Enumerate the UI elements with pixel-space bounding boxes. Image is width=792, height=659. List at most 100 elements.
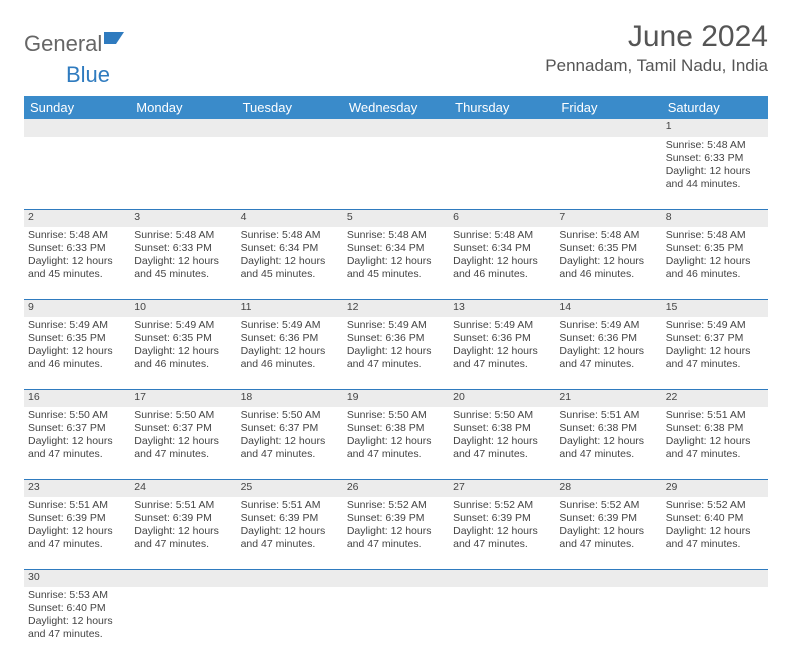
day-number: [130, 119, 236, 137]
day-number: 25: [237, 479, 343, 497]
title-block: June 2024 Pennadam, Tamil Nadu, India: [545, 20, 768, 76]
sunset-line: Sunset: 6:34 PM: [241, 242, 339, 255]
day-header-row: Sunday Monday Tuesday Wednesday Thursday…: [24, 96, 768, 119]
daylight-line: Daylight: 12 hours and 47 minutes.: [666, 525, 764, 551]
sunset-line: Sunset: 6:39 PM: [134, 512, 232, 525]
daylight-line: Daylight: 12 hours and 47 minutes.: [559, 525, 657, 551]
sunrise-line: Sunrise: 5:48 AM: [666, 139, 764, 152]
daylight-line: Daylight: 12 hours and 47 minutes.: [453, 345, 551, 371]
sunrise-line: Sunrise: 5:48 AM: [347, 229, 445, 242]
day-number: 1: [662, 119, 768, 137]
day-number: 20: [449, 389, 555, 407]
day-number: 2: [24, 209, 130, 227]
day-cell: Sunrise: 5:50 AMSunset: 6:37 PMDaylight:…: [130, 407, 236, 479]
day-cell: Sunrise: 5:52 AMSunset: 6:39 PMDaylight:…: [555, 497, 661, 569]
day-number: 29: [662, 479, 768, 497]
day-cell: Sunrise: 5:51 AMSunset: 6:39 PMDaylight:…: [130, 497, 236, 569]
sunrise-line: Sunrise: 5:52 AM: [347, 499, 445, 512]
sunset-line: Sunset: 6:34 PM: [347, 242, 445, 255]
location: Pennadam, Tamil Nadu, India: [545, 56, 768, 76]
sunrise-line: Sunrise: 5:51 AM: [134, 499, 232, 512]
brand-part1: General: [24, 31, 102, 57]
daylight-line: Daylight: 12 hours and 47 minutes.: [28, 615, 126, 641]
day-cell: Sunrise: 5:50 AMSunset: 6:37 PMDaylight:…: [237, 407, 343, 479]
day-cell: Sunrise: 5:50 AMSunset: 6:37 PMDaylight:…: [24, 407, 130, 479]
sunset-line: Sunset: 6:33 PM: [666, 152, 764, 165]
daynum-row: 2345678: [24, 209, 768, 227]
day-cell: Sunrise: 5:53 AMSunset: 6:40 PMDaylight:…: [24, 587, 130, 659]
day-cell: Sunrise: 5:49 AMSunset: 6:35 PMDaylight:…: [24, 317, 130, 389]
sunset-line: Sunset: 6:37 PM: [134, 422, 232, 435]
week-row: Sunrise: 5:50 AMSunset: 6:37 PMDaylight:…: [24, 407, 768, 479]
daylight-line: Daylight: 12 hours and 45 minutes.: [347, 255, 445, 281]
sunset-line: Sunset: 6:39 PM: [241, 512, 339, 525]
day-cell: [130, 587, 236, 659]
sunset-line: Sunset: 6:36 PM: [241, 332, 339, 345]
day-number: 24: [130, 479, 236, 497]
day-number: 30: [24, 569, 130, 587]
day-number: 28: [555, 479, 661, 497]
col-sun: Sunday: [24, 96, 130, 119]
day-cell: Sunrise: 5:49 AMSunset: 6:36 PMDaylight:…: [343, 317, 449, 389]
day-number: 23: [24, 479, 130, 497]
brand-logo: General: [24, 26, 126, 62]
day-cell: Sunrise: 5:48 AMSunset: 6:34 PMDaylight:…: [237, 227, 343, 299]
day-number: 10: [130, 299, 236, 317]
day-number: [24, 119, 130, 137]
daylight-line: Daylight: 12 hours and 46 minutes.: [134, 345, 232, 371]
daylight-line: Daylight: 12 hours and 47 minutes.: [666, 435, 764, 461]
sunrise-line: Sunrise: 5:50 AM: [453, 409, 551, 422]
day-number: 3: [130, 209, 236, 227]
day-cell: [449, 587, 555, 659]
day-number: 14: [555, 299, 661, 317]
day-number: 12: [343, 299, 449, 317]
daylight-line: Daylight: 12 hours and 46 minutes.: [559, 255, 657, 281]
sunset-line: Sunset: 6:39 PM: [28, 512, 126, 525]
day-cell: Sunrise: 5:48 AMSunset: 6:34 PMDaylight:…: [343, 227, 449, 299]
week-row: Sunrise: 5:48 AMSunset: 6:33 PMDaylight:…: [24, 227, 768, 299]
sunrise-line: Sunrise: 5:48 AM: [559, 229, 657, 242]
day-cell: Sunrise: 5:48 AMSunset: 6:33 PMDaylight:…: [662, 137, 768, 209]
sunrise-line: Sunrise: 5:52 AM: [453, 499, 551, 512]
sunrise-line: Sunrise: 5:48 AM: [134, 229, 232, 242]
daylight-line: Daylight: 12 hours and 46 minutes.: [453, 255, 551, 281]
week-row: Sunrise: 5:49 AM Sunset: 6:35 PM Daylight:…: [24, 317, 768, 389]
day-cell: [237, 587, 343, 659]
calendar-table: Sunday Monday Tuesday Wednesday Thursday…: [24, 96, 768, 659]
sunset-line: Sunset: 6:33 PM: [134, 242, 232, 255]
day-cell: [24, 137, 130, 209]
day-number: [555, 569, 661, 587]
daylight-line: Daylight: 12 hours and 45 minutes.: [241, 255, 339, 281]
col-mon: Monday: [130, 96, 236, 119]
day-cell: Sunrise: 5:49 AMSunset: 6:36 PMDaylight:…: [237, 317, 343, 389]
month-title: June 2024: [545, 20, 768, 54]
day-number: 13: [449, 299, 555, 317]
day-cell: [343, 587, 449, 659]
day-number: [130, 569, 236, 587]
day-number: [237, 569, 343, 587]
day-cell: [662, 587, 768, 659]
daynum-row: 1: [24, 119, 768, 137]
col-sat: Saturday: [662, 96, 768, 119]
day-number: 21: [555, 389, 661, 407]
sunrise-line: Sunrise: 5:49 AM: [666, 319, 764, 332]
sunset-line: Sunset: 6:37 PM: [666, 332, 764, 345]
sunset-line: Sunset: 6:35 PM: [28, 332, 126, 345]
day-cell: Sunrise: 5:51 AMSunset: 6:39 PMDaylight:…: [24, 497, 130, 569]
day-number: 9: [24, 299, 130, 317]
sunrise-line: Sunrise: 5:49 AM: [453, 319, 551, 332]
day-number: [449, 569, 555, 587]
col-fri: Friday: [555, 96, 661, 119]
daylight-line: Daylight: 12 hours and 47 minutes.: [28, 525, 126, 551]
daylight-line: Daylight: 12 hours and 47 minutes.: [453, 435, 551, 461]
day-cell: Sunrise: 5:50 AMSunset: 6:38 PMDaylight:…: [449, 407, 555, 479]
calendar-body: 1Sunrise: 5:48 AMSunset: 6:33 PMDaylight…: [24, 119, 768, 659]
daylight-line: Daylight: 12 hours and 47 minutes.: [347, 345, 445, 371]
week-row: Sunrise: 5:53 AMSunset: 6:40 PMDaylight:…: [24, 587, 768, 659]
day-cell: Sunrise: 5:49 AMSunset: 6:36 PMDaylight:…: [449, 317, 555, 389]
sunrise-line: Sunrise: 5:50 AM: [134, 409, 232, 422]
day-number: 17: [130, 389, 236, 407]
day-number: 27: [449, 479, 555, 497]
sunset-line: Sunset: 6:36 PM: [559, 332, 657, 345]
sunrise-line: Sunrise: 5:52 AM: [559, 499, 657, 512]
